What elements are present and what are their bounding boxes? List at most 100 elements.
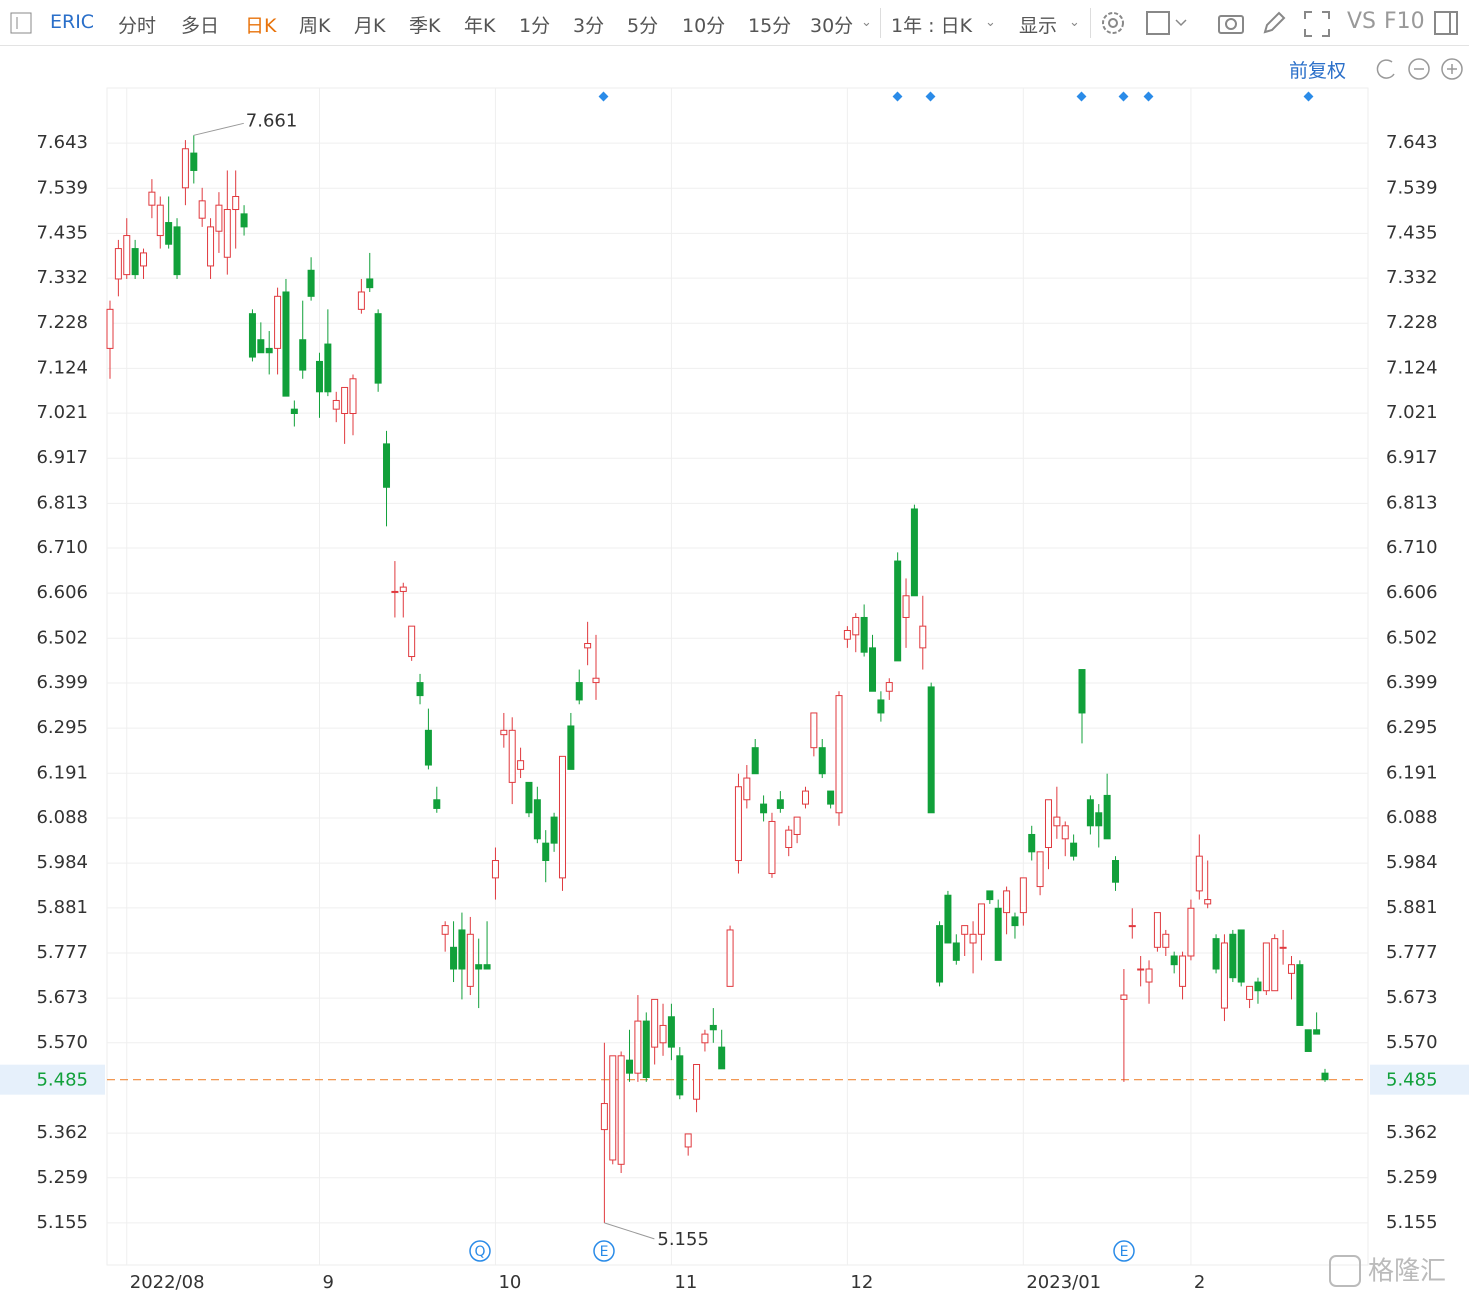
chevron[interactable]: ⌄ (1069, 15, 1080, 30)
event-dot[interactable] (1143, 91, 1154, 102)
candle-body (827, 790, 835, 805)
period-tab[interactable]: 5分 (627, 15, 659, 37)
y2-tick-label: 5.362 (1386, 1122, 1438, 1143)
event-badge[interactable] (469, 1240, 491, 1262)
adjust-mode[interactable]: 前复权 (1289, 60, 1347, 82)
period-tab[interactable]: 1分 (519, 15, 551, 37)
zoom-in[interactable] (1441, 58, 1463, 80)
y2-tick-label: 6.399 (1386, 672, 1438, 693)
candle-body (609, 1055, 617, 1161)
candle-body (349, 378, 357, 414)
candle-body (936, 925, 944, 983)
candle-body (198, 200, 206, 219)
candle-body (1287, 964, 1295, 974)
shape-icon[interactable] (1146, 11, 1190, 35)
event-dot[interactable] (1076, 91, 1087, 102)
candle-body (399, 586, 407, 592)
y-tick-label: 5.155 (36, 1212, 88, 1233)
symbol[interactable]: ERIC (50, 11, 95, 33)
y2-tick-label: 5.259 (1386, 1167, 1438, 1188)
y2-tick-label: 7.643 (1386, 132, 1438, 153)
candle-body (1304, 1029, 1312, 1052)
candle-body (776, 799, 784, 809)
candle-body (140, 252, 148, 267)
candle-body (475, 964, 483, 970)
layout-icon[interactable] (1434, 11, 1460, 37)
candle-body (944, 894, 952, 944)
period-tab[interactable]: 分时 (118, 15, 157, 37)
y2-tick-label: 7.124 (1386, 357, 1438, 378)
high-leader (193, 122, 244, 136)
period-tab[interactable]: 周K (299, 15, 331, 37)
settings-icon[interactable] (1100, 10, 1126, 36)
y2-tick-label: 6.710 (1386, 537, 1438, 558)
candle-body (1011, 916, 1019, 927)
candle-body (801, 790, 809, 805)
period-tab[interactable]: 3分 (573, 15, 605, 37)
candle-body (667, 1016, 675, 1048)
event-dot[interactable] (1303, 91, 1314, 102)
candle-body (852, 616, 860, 636)
y-tick-label: 5.570 (36, 1032, 88, 1053)
event-badge[interactable] (1113, 1240, 1135, 1262)
candle-body (1028, 833, 1036, 853)
candle-body (131, 248, 139, 276)
candle-body (1019, 877, 1027, 914)
reset-button[interactable] (1376, 59, 1395, 79)
divider (880, 8, 881, 38)
period-tab[interactable]: 30分 (810, 15, 854, 37)
chevron[interactable]: ⌄ (985, 15, 996, 30)
f10-button[interactable]: F10 (1384, 9, 1425, 34)
candle-body (424, 729, 432, 766)
candle-body (701, 1033, 709, 1044)
y-tick-label: 7.021 (36, 402, 88, 423)
display-select[interactable]: 显示 (1019, 15, 1058, 37)
candle-body (165, 222, 173, 245)
vs-button[interactable]: VS (1347, 9, 1377, 34)
candle-body (1170, 955, 1178, 966)
candle-body (1296, 964, 1304, 1026)
candle-body (274, 295, 282, 349)
y2-tick-label: 6.191 (1386, 762, 1438, 783)
period-tab[interactable]: 年K (464, 15, 496, 37)
candle-body (324, 343, 332, 393)
candle-body (1128, 925, 1136, 928)
candle-body (642, 1020, 650, 1079)
candle-body (1204, 899, 1212, 905)
panel-icon[interactable] (10, 12, 32, 34)
pencil-icon[interactable] (1261, 10, 1287, 36)
camera-icon[interactable] (1217, 11, 1245, 35)
period-tab[interactable]: 季K (409, 15, 441, 37)
event-dot[interactable] (598, 91, 609, 102)
x-tick-label: 2 (1194, 1272, 1205, 1293)
candle-body (1112, 860, 1120, 883)
candle-body (1237, 929, 1245, 983)
period-tab[interactable]: 15分 (748, 15, 792, 37)
x-tick-label: 9 (322, 1272, 333, 1293)
range-select[interactable]: 1年 : 日K (891, 15, 973, 37)
event-dot[interactable] (892, 91, 903, 102)
candle-body (785, 829, 793, 848)
candle-body (257, 339, 265, 354)
x-tick-label: 11 (674, 1272, 697, 1293)
chevron[interactable]: ⌄ (861, 15, 872, 30)
y-tick-label: 7.539 (36, 177, 88, 198)
event-badge[interactable] (593, 1240, 615, 1262)
event-dot[interactable] (925, 91, 936, 102)
candle-body (416, 682, 424, 697)
event-dot[interactable] (1118, 91, 1129, 102)
candle-body (558, 755, 566, 879)
fullscreen-icon[interactable] (1303, 10, 1331, 38)
y2-tick-label: 6.295 (1386, 717, 1438, 738)
period-tab[interactable]: 日K (245, 15, 277, 37)
y2-tick-label: 6.088 (1386, 807, 1438, 828)
period-tab[interactable]: 10分 (682, 15, 726, 37)
zoom-out[interactable] (1408, 58, 1430, 80)
period-tab[interactable]: 月K (354, 15, 386, 37)
period-tab[interactable]: 多日 (181, 15, 220, 37)
y2-tick-label: 7.228 (1386, 312, 1438, 333)
candle-body (743, 777, 751, 801)
candle-body (818, 747, 826, 775)
y-tick-label: 6.606 (36, 582, 88, 603)
